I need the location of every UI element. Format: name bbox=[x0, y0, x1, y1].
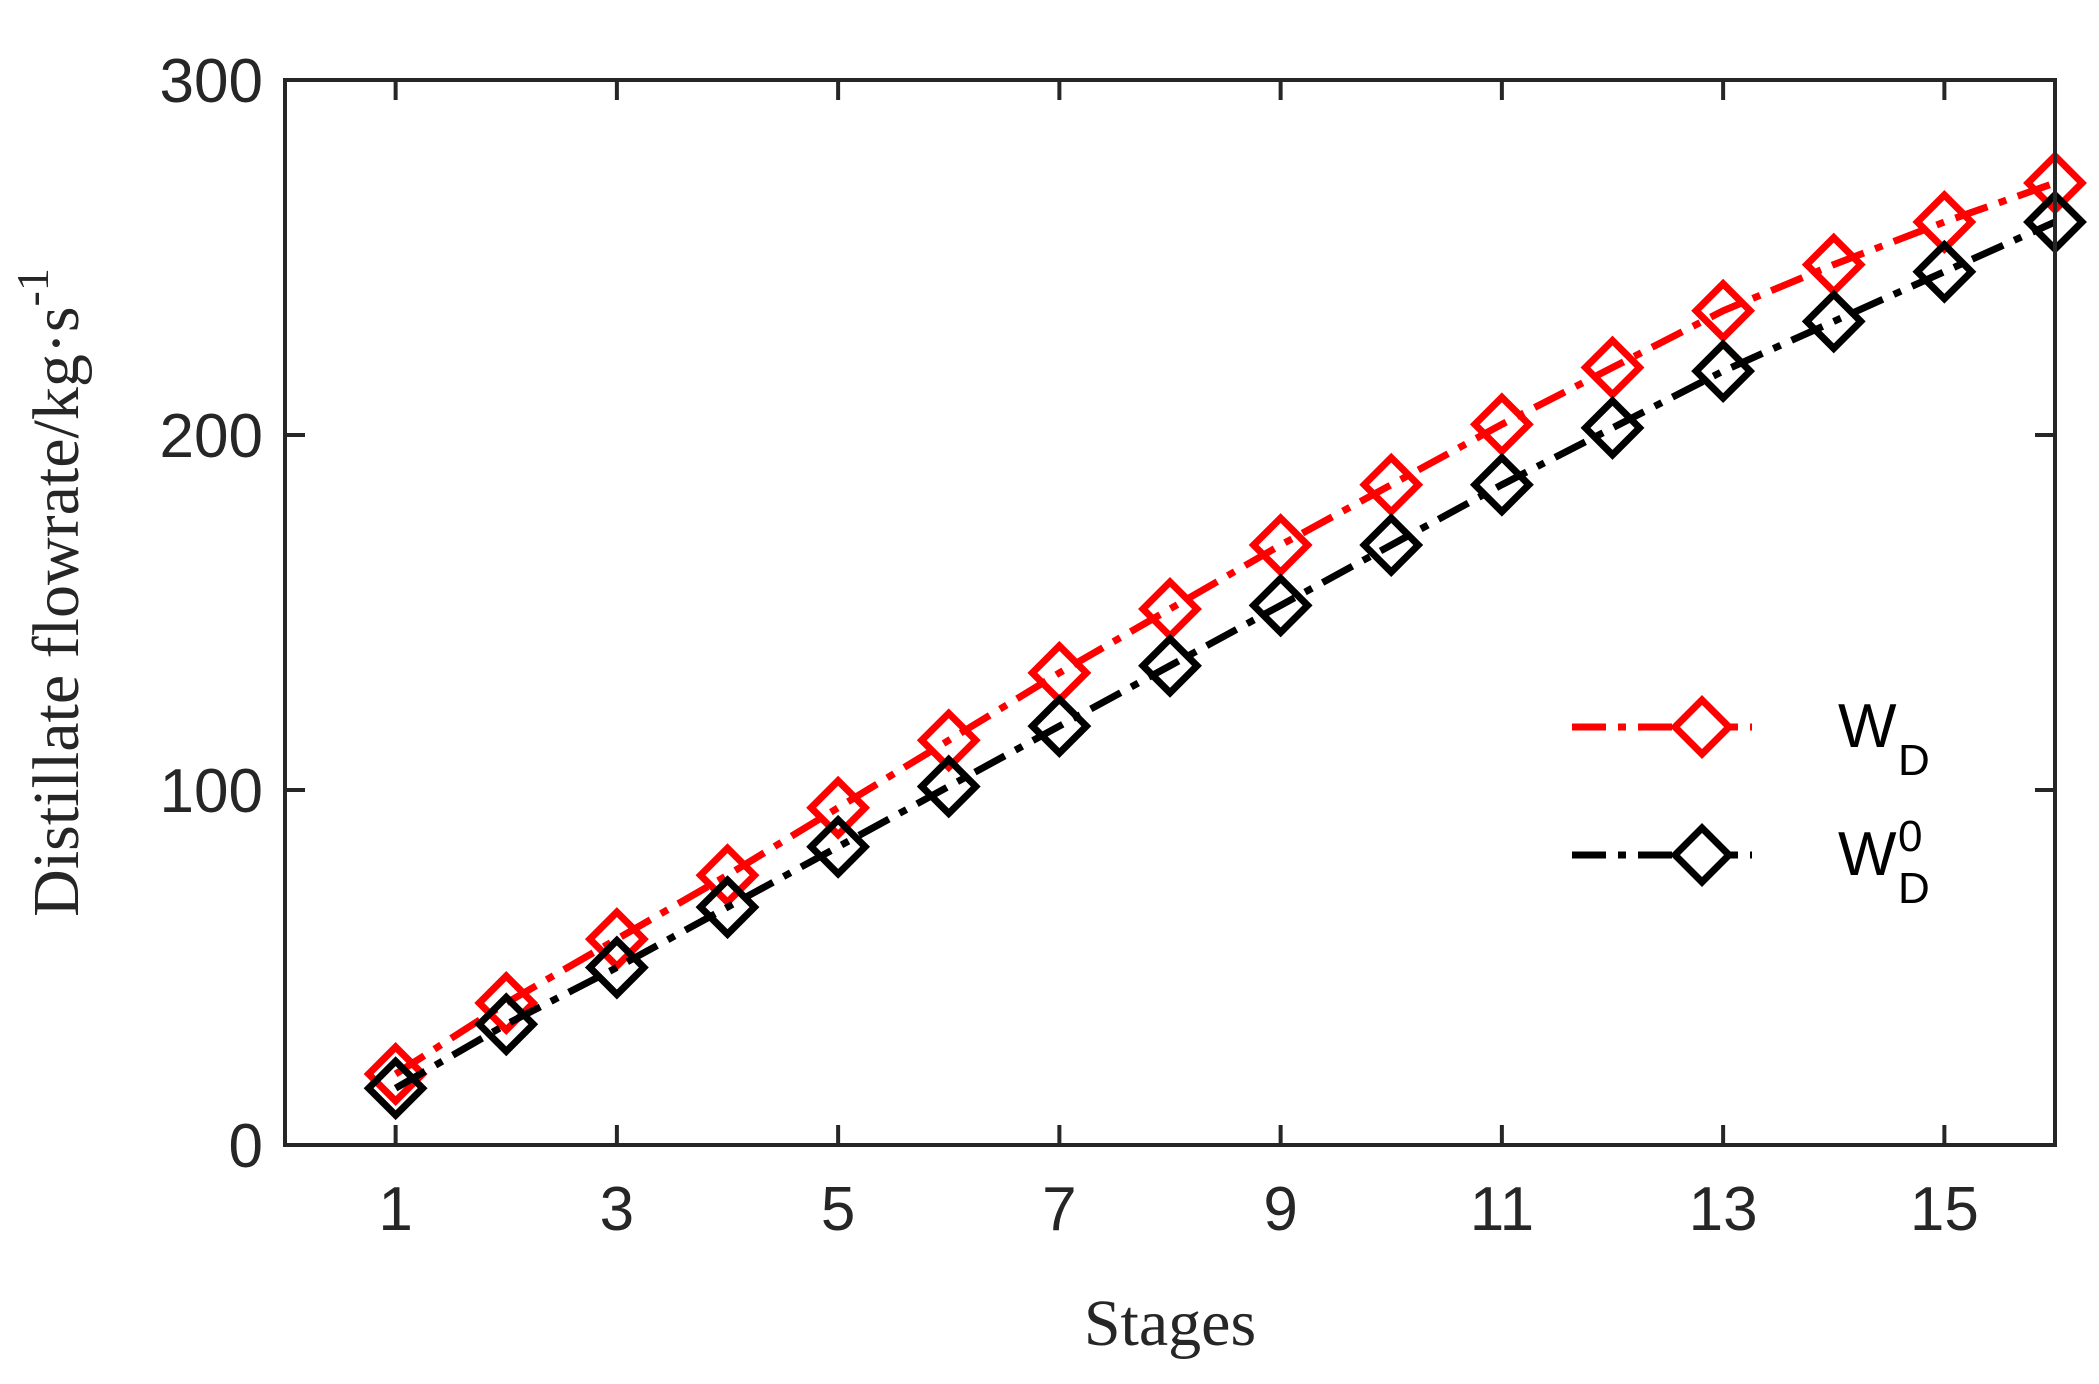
series-1 bbox=[363, 151, 2087, 1106]
x-tick-label: 7 bbox=[1042, 1175, 1076, 1244]
series-2-line bbox=[393, 218, 2057, 1092]
series-1-point bbox=[806, 775, 871, 840]
series-2-point bbox=[1027, 694, 1092, 759]
x-tick-label: 15 bbox=[1910, 1175, 1979, 1244]
series-2 bbox=[363, 190, 2087, 1121]
series-1-point bbox=[1138, 577, 1202, 641]
legend-marker bbox=[1670, 695, 1734, 759]
series-1-point bbox=[474, 971, 539, 1035]
y-axis-title-exponent: -1 bbox=[7, 268, 58, 306]
series-2-point bbox=[916, 754, 981, 819]
series-1-point bbox=[1580, 335, 1645, 400]
x-tick-label: 5 bbox=[821, 1175, 855, 1244]
series-1-line bbox=[393, 179, 2057, 1077]
legend-label: W bbox=[1838, 692, 1897, 761]
series-1-point bbox=[363, 1042, 428, 1106]
series-1-point bbox=[1469, 392, 1534, 457]
series-1-point bbox=[584, 907, 649, 972]
legend-label-base: W bbox=[1838, 692, 1897, 761]
series-1-point bbox=[1248, 513, 1313, 577]
series-2-point bbox=[1912, 239, 1977, 304]
legend-item-2: W 0D bbox=[1572, 812, 1930, 913]
x-tick-label: 3 bbox=[600, 1175, 634, 1244]
series-2-point bbox=[1691, 339, 1756, 404]
legend-label-sup: 0 bbox=[1898, 812, 1922, 861]
series-2-point bbox=[584, 935, 649, 1000]
legend: W DW 0D bbox=[1572, 692, 1930, 913]
series-1-point bbox=[1691, 278, 1756, 343]
y-tick-label: 100 bbox=[160, 757, 263, 826]
legend-label-sub: D bbox=[1898, 736, 1930, 785]
legend-label-sub: D bbox=[1898, 864, 1930, 913]
series-2-point bbox=[1469, 452, 1534, 517]
series-2-point bbox=[1801, 289, 1866, 354]
series-1-point bbox=[695, 843, 760, 908]
series-2-point bbox=[1248, 573, 1313, 638]
series-2-point bbox=[363, 1056, 428, 1121]
series-2-point bbox=[474, 992, 539, 1057]
series-1-point bbox=[916, 708, 981, 773]
series-layer bbox=[363, 151, 2087, 1121]
y-axis-title: Distillate flowrate/kg·s-1 bbox=[7, 268, 93, 917]
series-2-point bbox=[1359, 513, 1424, 577]
series-2-point bbox=[806, 814, 871, 879]
series-2-point bbox=[1138, 633, 1202, 698]
x-tick-label: 1 bbox=[378, 1175, 412, 1244]
y-tick-label: 200 bbox=[160, 402, 263, 471]
legend-label-base: W bbox=[1838, 820, 1897, 889]
series-2-point bbox=[695, 875, 760, 940]
legend-marker bbox=[1670, 823, 1734, 887]
y-axis-title-main: Distillate flowrate/kg·s bbox=[20, 306, 93, 916]
series-2-point bbox=[1580, 395, 1645, 460]
x-tick-label: 11 bbox=[1470, 1175, 1534, 1244]
x-tick-label: 9 bbox=[1263, 1175, 1297, 1244]
x-tick-label: 13 bbox=[1689, 1175, 1758, 1244]
series-1-point bbox=[1359, 452, 1424, 517]
legend-label: W bbox=[1838, 820, 1897, 889]
y-tick-label: 300 bbox=[160, 47, 263, 116]
plot-frame bbox=[283, 78, 2057, 1147]
x-axis-title: Stages bbox=[1084, 1287, 1256, 1360]
y-tick-label: 0 bbox=[229, 1112, 263, 1181]
